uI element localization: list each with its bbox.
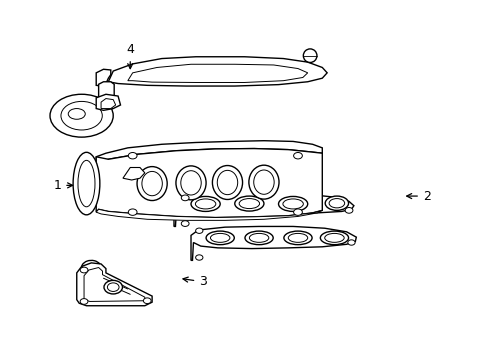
Ellipse shape	[345, 207, 352, 213]
Text: 2: 2	[406, 190, 430, 203]
Polygon shape	[127, 64, 307, 82]
Ellipse shape	[239, 199, 259, 208]
Ellipse shape	[217, 170, 237, 195]
Polygon shape	[96, 94, 120, 111]
Ellipse shape	[137, 167, 167, 201]
Ellipse shape	[293, 153, 302, 159]
Polygon shape	[101, 99, 116, 109]
Polygon shape	[99, 82, 114, 100]
Polygon shape	[96, 149, 322, 217]
Ellipse shape	[253, 170, 274, 194]
Polygon shape	[77, 263, 152, 306]
Polygon shape	[96, 141, 322, 162]
Ellipse shape	[50, 94, 113, 137]
Ellipse shape	[347, 240, 354, 245]
Text: 3: 3	[183, 275, 207, 288]
Ellipse shape	[284, 231, 311, 245]
Ellipse shape	[283, 199, 303, 209]
Ellipse shape	[278, 197, 307, 211]
Ellipse shape	[248, 165, 279, 199]
Ellipse shape	[68, 109, 85, 119]
Polygon shape	[84, 267, 144, 301]
Text: 4: 4	[126, 43, 134, 69]
Ellipse shape	[303, 49, 316, 63]
Ellipse shape	[142, 171, 162, 196]
Polygon shape	[191, 226, 356, 260]
Ellipse shape	[293, 209, 302, 215]
Ellipse shape	[320, 231, 348, 245]
Ellipse shape	[181, 195, 189, 201]
Text: 1: 1	[53, 179, 72, 192]
Ellipse shape	[176, 166, 205, 200]
Ellipse shape	[328, 199, 344, 208]
Ellipse shape	[195, 228, 203, 233]
Polygon shape	[108, 57, 326, 86]
Ellipse shape	[244, 231, 273, 245]
Ellipse shape	[80, 298, 88, 304]
Polygon shape	[96, 69, 111, 86]
Ellipse shape	[73, 152, 100, 215]
Ellipse shape	[61, 102, 102, 130]
Ellipse shape	[212, 166, 242, 199]
Ellipse shape	[181, 171, 201, 195]
Ellipse shape	[195, 199, 215, 209]
Ellipse shape	[287, 233, 307, 242]
Ellipse shape	[143, 298, 151, 303]
Ellipse shape	[78, 160, 95, 207]
Ellipse shape	[324, 233, 344, 242]
Ellipse shape	[210, 233, 229, 242]
Ellipse shape	[128, 153, 137, 159]
Ellipse shape	[191, 197, 220, 211]
Ellipse shape	[325, 196, 348, 210]
Ellipse shape	[195, 255, 203, 260]
Ellipse shape	[107, 283, 119, 292]
Ellipse shape	[80, 267, 88, 273]
Polygon shape	[174, 194, 353, 226]
Ellipse shape	[128, 209, 137, 215]
Ellipse shape	[205, 231, 234, 245]
Ellipse shape	[234, 196, 264, 211]
Polygon shape	[122, 167, 144, 180]
Ellipse shape	[249, 233, 268, 242]
Polygon shape	[96, 209, 322, 220]
Ellipse shape	[181, 221, 189, 226]
Ellipse shape	[104, 280, 122, 294]
